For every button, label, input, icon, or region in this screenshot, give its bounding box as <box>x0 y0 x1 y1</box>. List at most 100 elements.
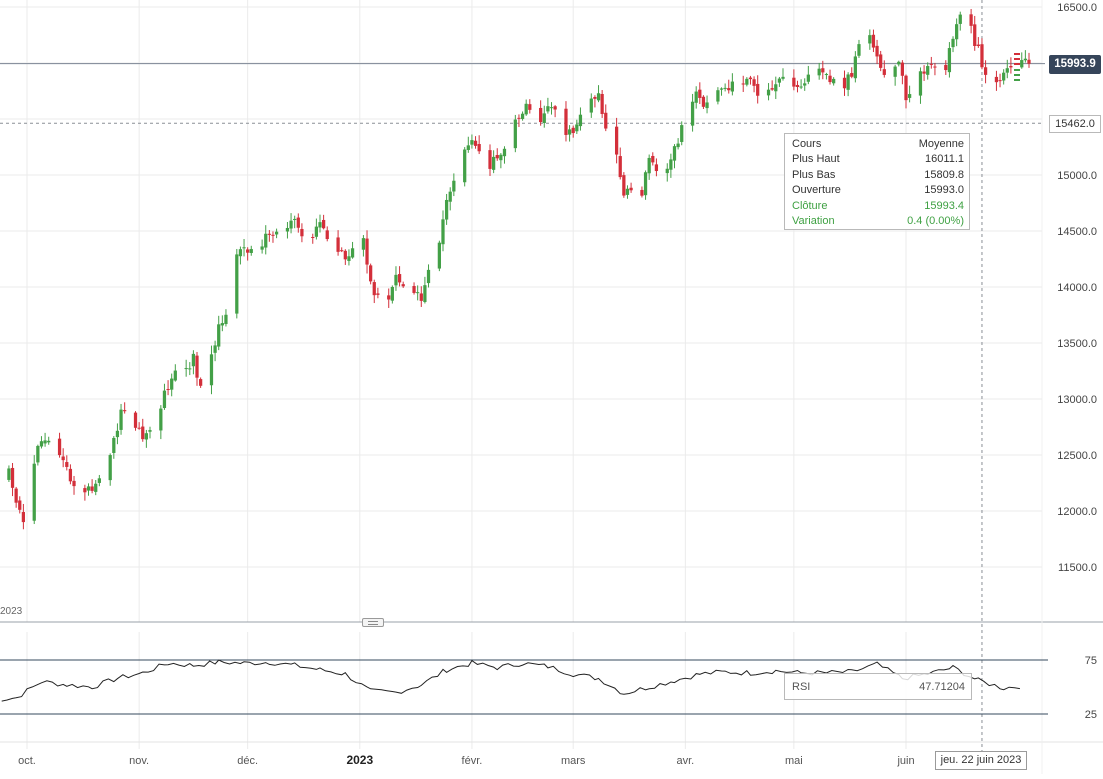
candle-body <box>466 145 470 150</box>
candle-body <box>806 74 810 82</box>
candle-down <box>1009 57 1013 74</box>
ohlc-tooltip: Cours Moyenne Plus Haut 16011.1 Plus Bas… <box>784 133 970 230</box>
candle-up <box>224 309 228 327</box>
candle-down <box>61 448 65 468</box>
candle-up <box>289 213 293 234</box>
candle-up <box>173 364 177 382</box>
candle-down <box>973 15 977 51</box>
candle-up <box>575 119 579 134</box>
candle-up <box>350 241 355 259</box>
candle-up <box>39 436 44 449</box>
tooltip-label: Clôture <box>792 199 828 212</box>
candle-body <box>159 408 163 431</box>
candle-body <box>542 113 546 124</box>
candle-down <box>401 281 405 288</box>
tooltip-row-cours: Cours Moyenne <box>792 137 964 152</box>
candle-up <box>94 480 98 496</box>
candle-up <box>690 93 695 132</box>
candle-up <box>546 97 550 114</box>
candle-body <box>238 249 243 257</box>
candle-up <box>589 93 593 118</box>
candle-down <box>701 95 706 110</box>
candle-down <box>21 503 26 530</box>
candle-down <box>412 282 416 295</box>
y-tick-label: 11500.0 <box>1058 562 1097 574</box>
candle-up <box>390 285 394 304</box>
candle-body <box>285 227 290 232</box>
candle-up <box>220 315 224 332</box>
candle-down <box>752 76 756 93</box>
candle-body <box>90 486 94 491</box>
candle-body <box>904 75 908 101</box>
rsi-label: RSI <box>792 680 811 693</box>
candle-body <box>10 467 15 488</box>
candle-body <box>766 89 771 96</box>
candle-body <box>629 187 633 191</box>
candle-down <box>741 75 745 92</box>
rsi-series <box>0 659 1048 715</box>
candle-body <box>680 125 684 142</box>
candle-body <box>944 65 948 71</box>
tooltip-label: Ouverture <box>792 184 841 197</box>
candle-body <box>618 156 622 178</box>
x-tick-label: déc. <box>237 755 258 767</box>
candle-down <box>553 105 557 118</box>
candle-body <box>842 77 847 89</box>
candle-body <box>1009 66 1013 68</box>
candle-down <box>495 148 499 161</box>
x-tick-label: avr. <box>676 755 694 767</box>
candle-body <box>209 354 214 386</box>
candle-up <box>857 39 861 58</box>
candle-up <box>1005 59 1009 79</box>
candle-body <box>871 34 876 48</box>
candle-body <box>148 430 152 432</box>
candle-down <box>123 402 127 414</box>
candle-body <box>676 143 680 148</box>
pane-resize-handle[interactable] <box>362 618 384 627</box>
candle-body <box>553 106 557 110</box>
candle-body <box>36 445 40 463</box>
candle-up <box>955 18 959 47</box>
candle-body <box>452 180 456 192</box>
candle-body <box>821 68 825 73</box>
candle-body <box>1020 60 1024 68</box>
candle-down <box>10 462 15 497</box>
candle-body <box>719 88 724 90</box>
candle-down <box>372 279 376 304</box>
candle-down <box>618 147 622 180</box>
tooltip-value: 16011.1 <box>925 153 964 166</box>
candle-up <box>672 144 677 169</box>
candle-down <box>166 380 170 396</box>
candle-body <box>47 440 51 443</box>
candle-body <box>524 103 528 115</box>
candle-body <box>828 75 832 83</box>
candle-body <box>824 74 829 76</box>
candle-down <box>842 70 847 96</box>
candle-body <box>875 45 879 57</box>
candle-up <box>777 76 782 87</box>
candle-body <box>264 233 268 248</box>
candle-up <box>318 214 322 233</box>
candle-body <box>376 293 380 295</box>
candle-down <box>698 82 702 105</box>
x-tick-label: nov. <box>129 755 149 767</box>
tooltip-value: 15993.0 <box>924 184 964 197</box>
candle-down <box>387 288 391 308</box>
candle-up <box>86 483 91 496</box>
candle-body <box>926 66 930 75</box>
candle-up <box>705 95 709 114</box>
candle-down <box>133 411 138 431</box>
candle-body <box>640 189 644 196</box>
candle-up <box>492 150 496 174</box>
candle-body <box>495 155 499 159</box>
candle-up <box>162 383 167 410</box>
candle-body <box>748 77 753 80</box>
candle-body <box>651 155 655 163</box>
candle-up <box>907 85 912 103</box>
candle-body <box>365 238 369 265</box>
candle-body <box>213 345 217 353</box>
candle-down <box>770 80 774 91</box>
candle-down <box>83 484 87 501</box>
